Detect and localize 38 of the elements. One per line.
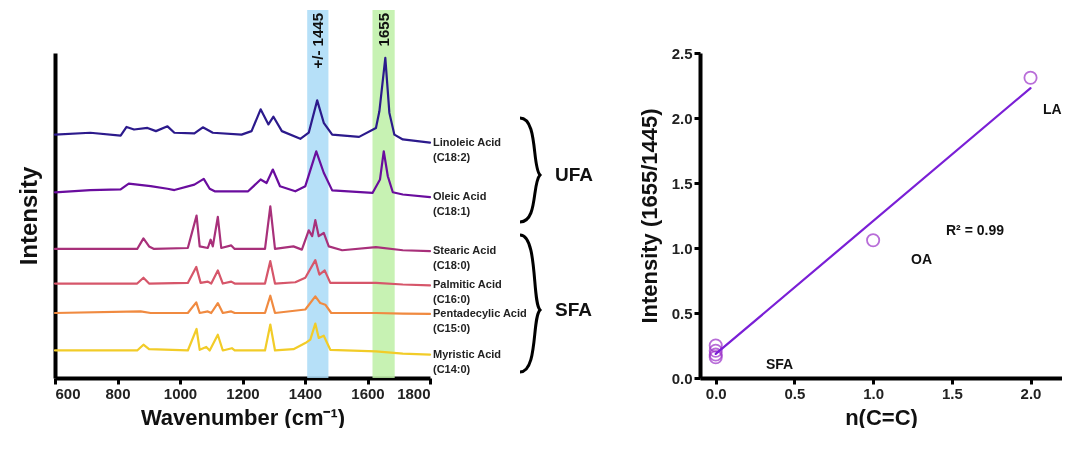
x-tick-label: 1000 [163, 384, 198, 402]
annotation: R² = 0.99 [946, 222, 1005, 238]
text: UFA [555, 164, 594, 185]
series-label: Stearic Acid (C18:0) [433, 244, 497, 272]
series-label: Palmitic Acid (C16:0) [433, 278, 502, 306]
x-tick-label: 1.0 [863, 384, 885, 402]
x-tick-label: 600 [55, 384, 81, 402]
band-label: +/- 1445 [308, 13, 326, 69]
x-tick-label: 1400 [288, 384, 323, 402]
y-tick-label: 0.5 [671, 304, 693, 322]
y-axis-title: Intensity (1655/1445) [636, 108, 662, 324]
y-axis-title: Intensity [14, 166, 42, 266]
x-tick-label: 800 [105, 384, 131, 402]
series-label: Linoleic Acid (C18:2) [433, 135, 502, 163]
y-tick-label: 2.0 [671, 109, 693, 127]
y-tick-label: 1.5 [671, 174, 693, 192]
y-tick-label: 2.5 [671, 44, 693, 62]
point [1023, 70, 1038, 85]
series-label: Oleic Acid (C18:1) [433, 190, 487, 218]
x-tick-label: 1.5 [941, 384, 963, 402]
text: SFA [555, 299, 593, 320]
band-label: 1655 [374, 13, 392, 47]
x-tick-label: 1800 [397, 384, 431, 402]
point [708, 343, 723, 358]
x-tick-label: 2.0 [1020, 384, 1042, 402]
x-tick-label: 1600 [351, 384, 385, 402]
series-label: Pentadecylic Acid (C15:0) [433, 306, 527, 334]
y-tick-label: 0.0 [671, 369, 693, 387]
x-tick-label: 0.5 [784, 384, 806, 402]
x-tick-label: 0.0 [705, 384, 727, 402]
y-tick-label: 1.0 [671, 239, 693, 257]
point [708, 338, 723, 353]
annotation: LA [1043, 101, 1062, 117]
point [866, 233, 881, 248]
x-tick-label: 1200 [226, 384, 260, 402]
annotation: OA [911, 251, 932, 267]
annotation: SFA [766, 356, 794, 372]
series-label: Myristic Acid (C14:0) [433, 347, 502, 375]
